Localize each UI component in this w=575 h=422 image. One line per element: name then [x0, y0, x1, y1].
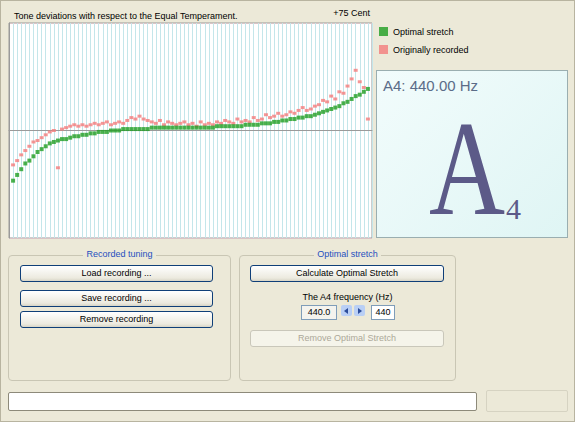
html-text:Optimal stretch: Optimal stretch — [317, 249, 378, 259]
svg-text:Originally recorded: Originally recorded — [393, 45, 469, 55]
html-text:4: 4 — [506, 192, 521, 225]
html-text:Save recording ...: Save recording ... — [81, 293, 152, 303]
svg-text:Tone deviations with respect t: Tone deviations with respect to the Equa… — [14, 11, 237, 21]
html-text:Recorded tuning: Recorded tuning — [86, 249, 153, 259]
html-text:The A4 frequency (Hz): The A4 frequency (Hz) — [302, 292, 393, 302]
html-text:Calculate Optimal Stretch: Calculate Optimal Stretch — [296, 268, 398, 278]
html-text:440: 440 — [375, 307, 391, 317]
html-text:Load recording ...: Load recording ... — [81, 268, 152, 278]
html-text:Remove recording: Remove recording — [79, 314, 154, 324]
html-text:440.0: 440.0 — [307, 307, 331, 317]
svg-text:Optimal stretch: Optimal stretch — [393, 27, 454, 37]
svg-text:+75 Cent: +75 Cent — [333, 8, 370, 18]
html-text:A4: 440.00 Hz: A4: 440.00 Hz — [383, 77, 479, 94]
html-text:Remove Optimal Stretch: Remove Optimal Stretch — [298, 333, 396, 343]
